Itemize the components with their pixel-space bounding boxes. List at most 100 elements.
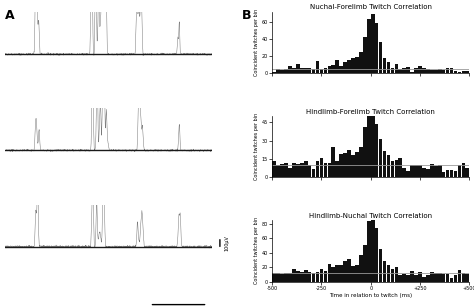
- Bar: [288, 168, 292, 177]
- Bar: [371, 107, 374, 177]
- Bar: [367, 99, 371, 177]
- Bar: [391, 68, 394, 73]
- Text: B: B: [242, 9, 251, 22]
- Bar: [284, 163, 288, 177]
- Y-axis label: Coincident twitches per bin: Coincident twitches per bin: [254, 217, 259, 285]
- Bar: [276, 273, 280, 282]
- Bar: [454, 275, 457, 282]
- Bar: [394, 160, 398, 177]
- Bar: [312, 273, 315, 282]
- Bar: [319, 159, 323, 177]
- Bar: [375, 229, 378, 282]
- Bar: [375, 124, 378, 177]
- Bar: [300, 68, 303, 73]
- Bar: [367, 19, 371, 73]
- Bar: [331, 147, 335, 177]
- Bar: [414, 68, 418, 73]
- Bar: [355, 265, 359, 282]
- Bar: [410, 165, 414, 177]
- Bar: [457, 165, 461, 177]
- Bar: [363, 37, 367, 73]
- Bar: [426, 69, 430, 73]
- Bar: [324, 163, 327, 177]
- Bar: [304, 68, 308, 73]
- Bar: [339, 265, 343, 282]
- Bar: [336, 161, 339, 177]
- Bar: [331, 267, 335, 282]
- Title: Nuchal-Forelimb Twitch Correlation: Nuchal-Forelimb Twitch Correlation: [310, 5, 432, 10]
- Bar: [379, 42, 383, 73]
- Bar: [359, 147, 363, 177]
- Bar: [292, 68, 296, 73]
- Bar: [434, 273, 438, 282]
- Bar: [450, 278, 453, 282]
- Bar: [324, 68, 327, 73]
- Bar: [442, 274, 446, 282]
- Bar: [446, 170, 449, 177]
- Bar: [288, 66, 292, 73]
- Bar: [276, 69, 280, 73]
- Bar: [312, 69, 315, 73]
- Bar: [300, 272, 303, 282]
- Bar: [371, 14, 374, 73]
- Bar: [450, 68, 453, 73]
- Bar: [304, 161, 308, 177]
- Bar: [438, 273, 441, 282]
- Bar: [328, 66, 331, 73]
- Title: Hindlimb-Nuchal Twitch Correlation: Hindlimb-Nuchal Twitch Correlation: [309, 213, 432, 218]
- Bar: [280, 70, 284, 73]
- Bar: [406, 67, 410, 73]
- Bar: [418, 165, 422, 177]
- Bar: [308, 68, 311, 73]
- Bar: [383, 151, 386, 177]
- Bar: [280, 164, 284, 177]
- Bar: [399, 69, 402, 73]
- Bar: [276, 165, 280, 177]
- Bar: [339, 154, 343, 177]
- Bar: [316, 272, 319, 282]
- Bar: [394, 64, 398, 73]
- Bar: [399, 275, 402, 282]
- Bar: [446, 68, 449, 73]
- Bar: [438, 165, 441, 177]
- Bar: [402, 168, 406, 177]
- Bar: [371, 217, 374, 282]
- Bar: [316, 161, 319, 177]
- Bar: [414, 274, 418, 282]
- Bar: [454, 171, 457, 177]
- Bar: [418, 66, 422, 73]
- Bar: [422, 68, 426, 73]
- Bar: [280, 274, 284, 282]
- Bar: [319, 69, 323, 73]
- Bar: [284, 69, 288, 73]
- Bar: [430, 164, 434, 177]
- X-axis label: Time in relation to twitch (ms): Time in relation to twitch (ms): [329, 293, 412, 298]
- Bar: [406, 275, 410, 282]
- Bar: [319, 270, 323, 282]
- Y-axis label: Coincident twitches per bin: Coincident twitches per bin: [254, 9, 259, 76]
- Bar: [304, 271, 308, 282]
- Bar: [363, 127, 367, 177]
- Bar: [328, 163, 331, 177]
- Bar: [324, 271, 327, 282]
- Bar: [426, 169, 430, 177]
- Bar: [387, 265, 390, 282]
- Bar: [430, 70, 434, 73]
- Bar: [442, 172, 446, 177]
- Bar: [359, 256, 363, 282]
- Bar: [462, 163, 465, 177]
- Bar: [336, 265, 339, 282]
- Bar: [387, 155, 390, 177]
- Bar: [347, 259, 351, 282]
- Bar: [379, 249, 383, 282]
- Bar: [426, 275, 430, 282]
- Bar: [434, 70, 438, 73]
- Bar: [296, 164, 300, 177]
- Bar: [292, 162, 296, 177]
- Bar: [308, 165, 311, 177]
- Bar: [394, 267, 398, 282]
- Bar: [414, 165, 418, 177]
- Bar: [422, 168, 426, 177]
- Bar: [391, 269, 394, 282]
- Bar: [336, 60, 339, 73]
